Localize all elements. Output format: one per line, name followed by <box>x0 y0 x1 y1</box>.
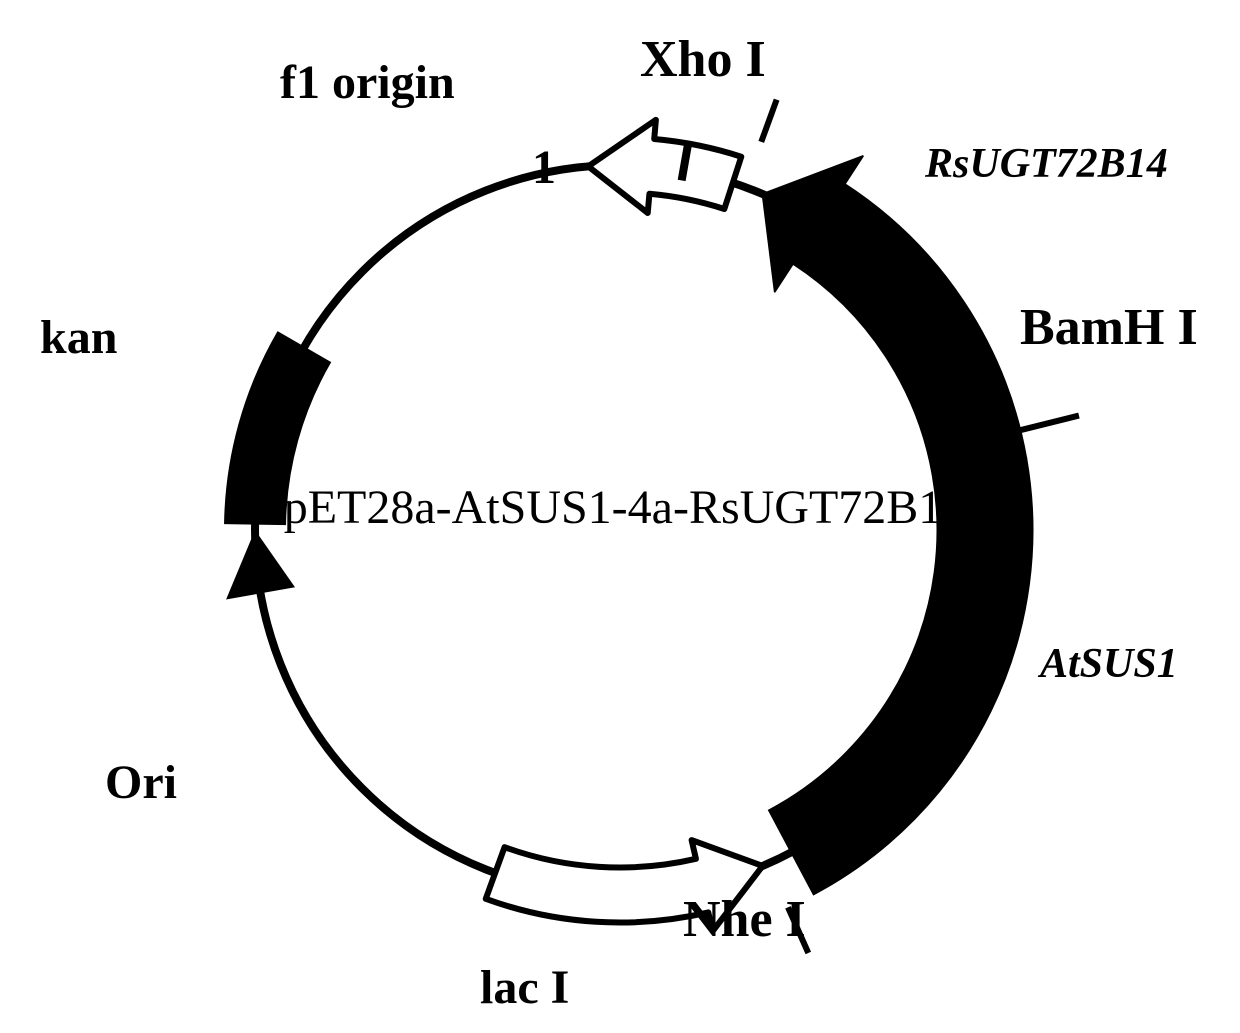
plasmid-map: f1 origin kan Ori lac I AtSUS1 RsUGT72B14 Xho … <box>0 0 1240 1033</box>
feature-label-lacI: lac I <box>480 960 569 1015</box>
feature-label-AtSUS1: AtSUS1 <box>1040 640 1178 688</box>
site-label-NheI: Nhe I <box>683 890 806 949</box>
feature-label-kan: kan <box>40 310 117 365</box>
feature-label-RsUGT72B14: RsUGT72B14 <box>925 140 1168 188</box>
feature-label-f1_origin: f1 origin <box>280 55 455 110</box>
site-label-BamHI: BamH I <box>1020 298 1198 357</box>
feature-label-ori: Ori <box>105 755 177 810</box>
position-1-label: 1 <box>532 140 556 195</box>
site-label-XhoI: Xho I <box>640 30 766 89</box>
plasmid-title: pET28a-AtSUS1-4a-RsUGT72B14 <box>260 480 990 535</box>
